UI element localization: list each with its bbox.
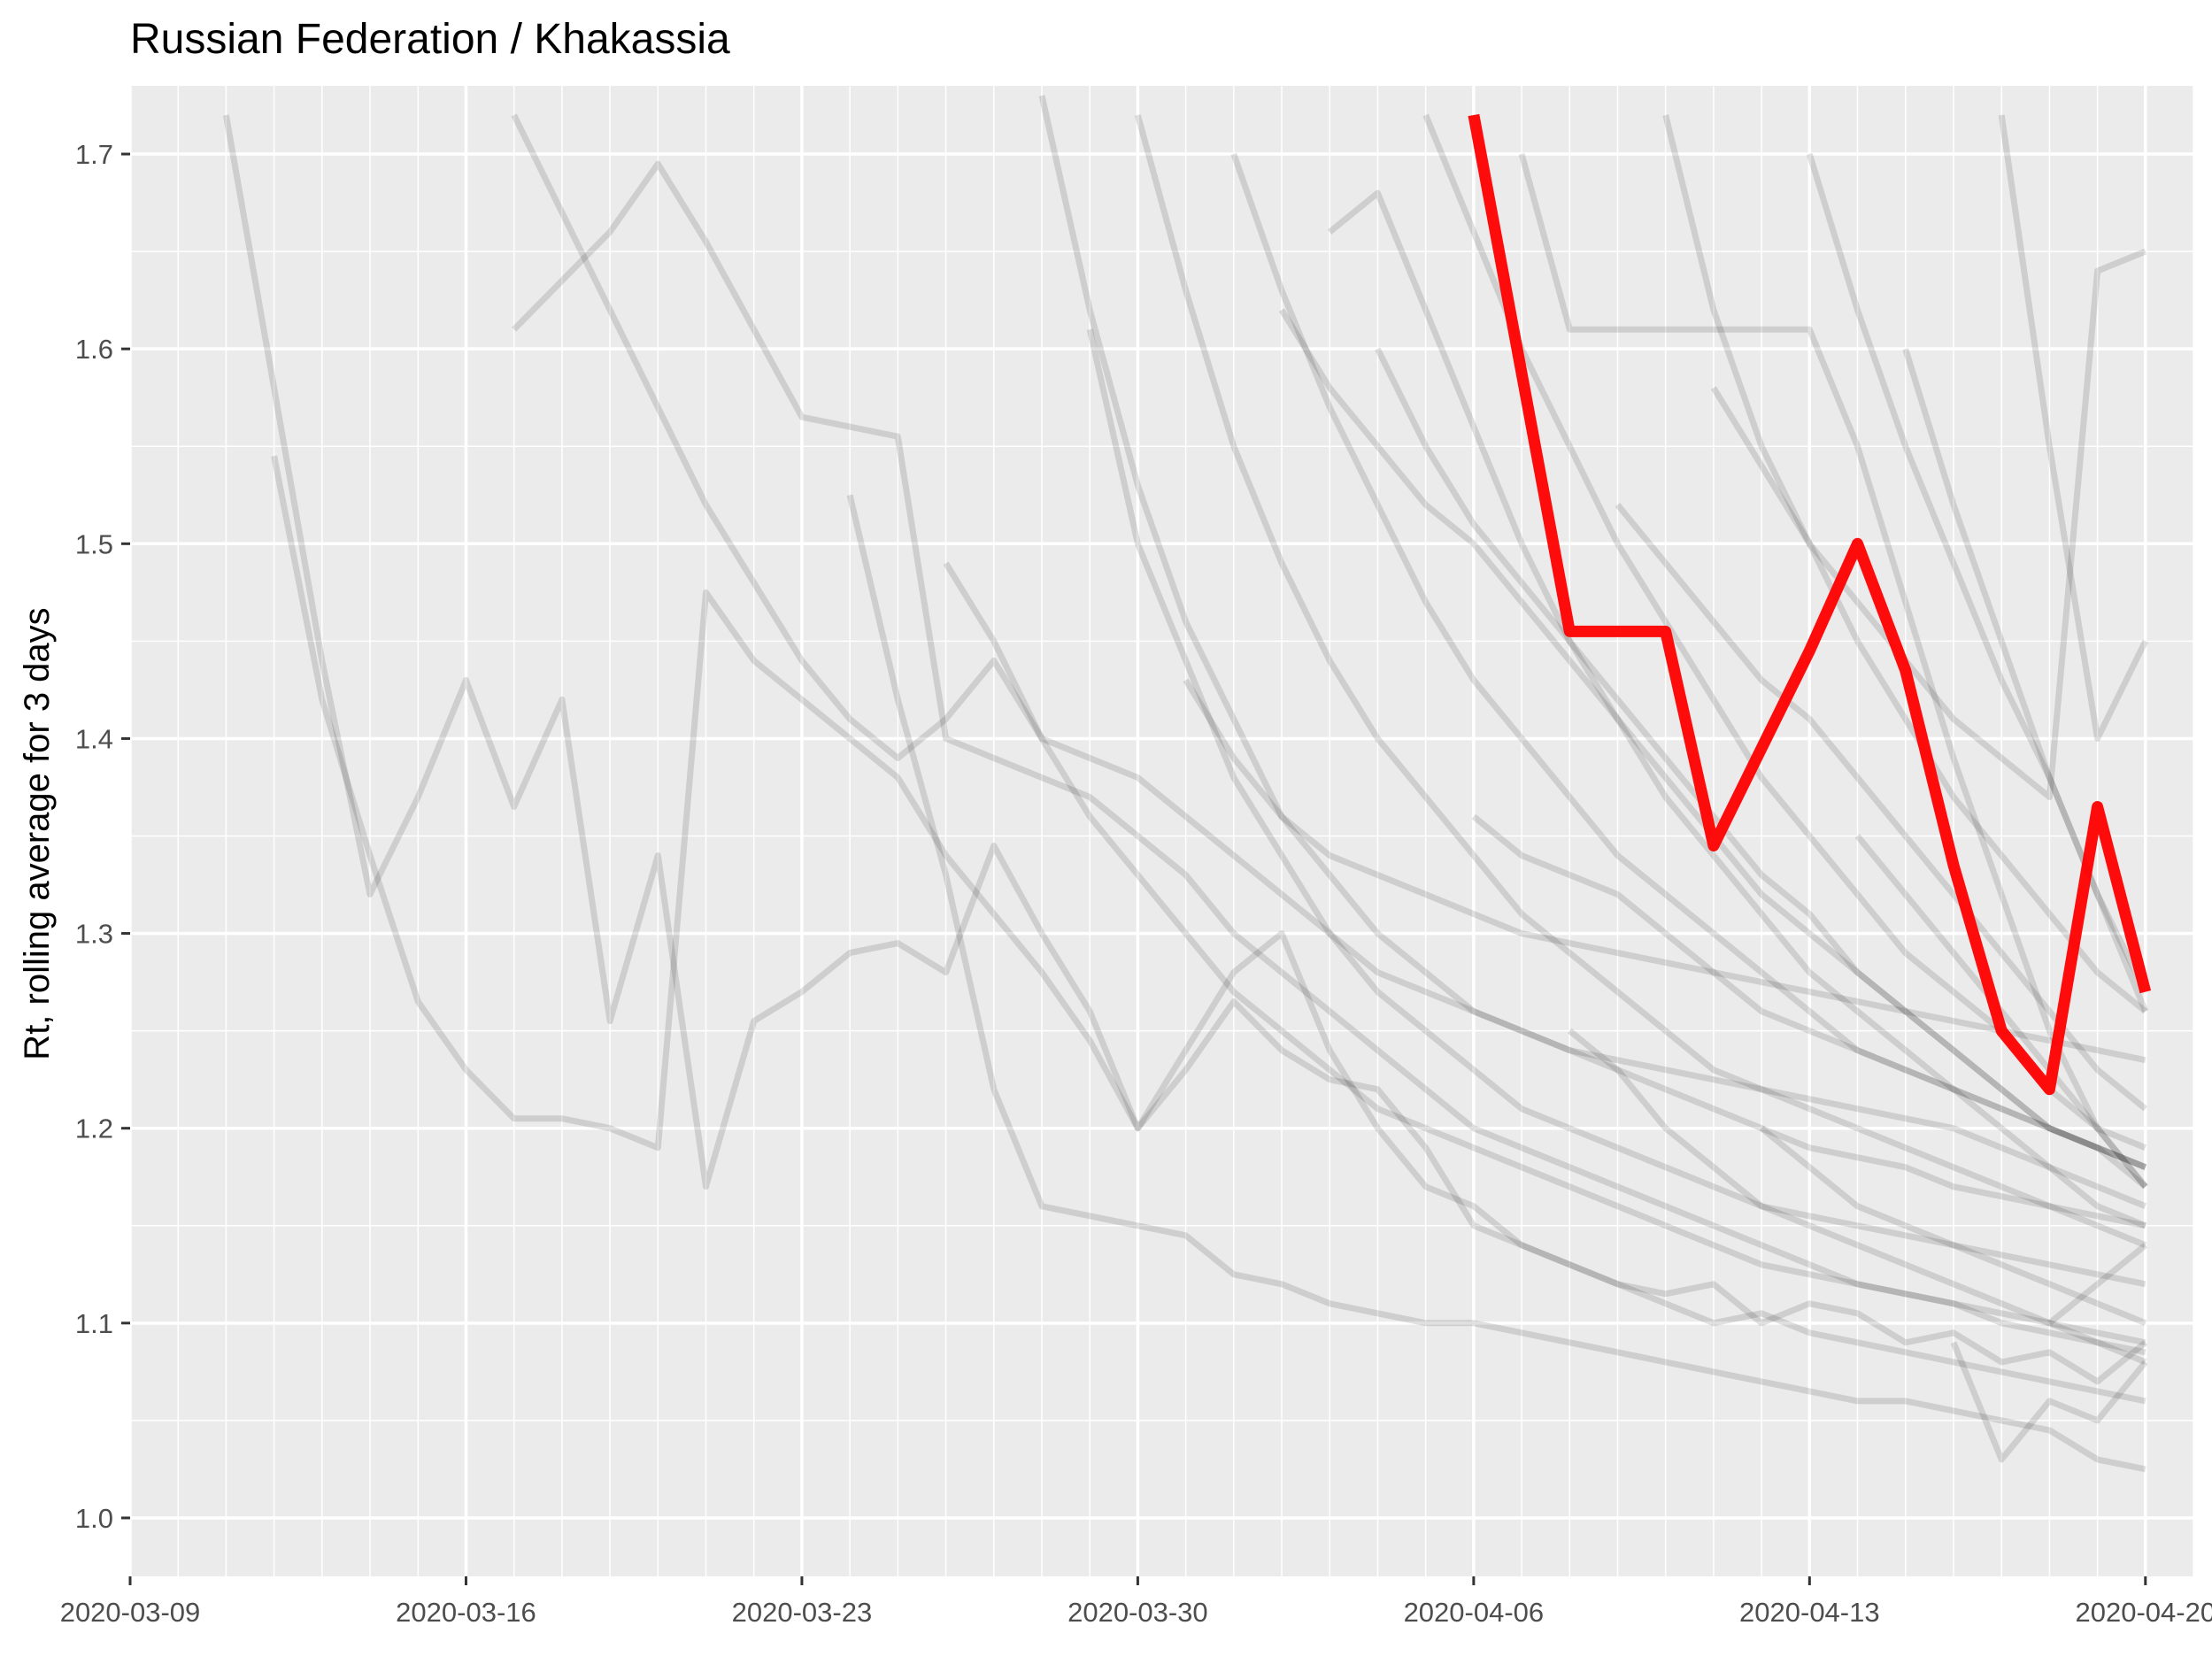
background-series-line bbox=[1662, 114, 2148, 1014]
background-series-line bbox=[1471, 813, 2147, 1170]
background-series-line bbox=[1759, 1125, 2147, 1327]
axes: 2020-03-09 2020-03-16 2020-03-23 2020-03-30… bbox=[60, 139, 2212, 1628]
y-tick-label: 1.5 bbox=[75, 528, 113, 559]
background-series-line bbox=[511, 113, 2146, 1346]
background-series-line bbox=[1135, 114, 2147, 1249]
background-series-line bbox=[1327, 189, 2147, 1229]
x-tick-label: 2020-03-23 bbox=[732, 1597, 873, 1628]
background-series-group bbox=[222, 95, 2149, 1473]
background-series-line bbox=[222, 114, 2148, 1385]
grid-lines bbox=[128, 86, 2194, 1576]
y-tick-label: 1.7 bbox=[75, 139, 113, 170]
background-series-line bbox=[1086, 328, 2146, 1288]
highlight-series-group bbox=[1468, 113, 2152, 1096]
background-series-line bbox=[1902, 348, 2149, 1013]
y-axis-label: Rt, rolling average for 3 days bbox=[18, 607, 57, 1059]
background-series-line bbox=[943, 561, 2146, 1229]
background-series-line bbox=[271, 455, 2146, 1405]
background-series-line bbox=[1998, 114, 2148, 742]
y-tick-label: 1.6 bbox=[75, 334, 113, 365]
background-series-line bbox=[1183, 678, 2146, 1064]
highlight-series-line bbox=[1468, 113, 2152, 1096]
plot-panel bbox=[130, 86, 2193, 1576]
x-tick-label: 2020-04-20 bbox=[2076, 1597, 2212, 1628]
panel-background bbox=[130, 86, 2193, 1576]
y-tick-label: 1.3 bbox=[75, 919, 113, 950]
x-tick-label: 2020-04-13 bbox=[1739, 1597, 1880, 1628]
background-series-line bbox=[1518, 153, 2148, 1189]
background-series-line bbox=[1710, 248, 2147, 800]
background-series-line bbox=[846, 494, 2146, 1473]
x-tick-label: 2020-03-30 bbox=[1067, 1597, 1208, 1628]
chart-title: Russian Federation / Khakassia bbox=[130, 16, 730, 63]
x-tick-label: 2020-03-16 bbox=[396, 1597, 536, 1628]
y-tick-label: 1.2 bbox=[75, 1113, 113, 1144]
background-series-line bbox=[2047, 1243, 2148, 1326]
background-series-line bbox=[1568, 1028, 2147, 1366]
x-tick-label: 2020-04-06 bbox=[1404, 1597, 1545, 1628]
x-tick-label: 2020-03-09 bbox=[60, 1597, 201, 1628]
background-series-line bbox=[1038, 95, 2147, 1210]
y-tick-label: 1.4 bbox=[75, 723, 113, 754]
y-tick-label: 1.1 bbox=[75, 1308, 113, 1339]
background-series-line bbox=[1230, 152, 2147, 1170]
background-series-line bbox=[1950, 1341, 2148, 1463]
background-series-line bbox=[1375, 347, 2148, 1190]
background-series-line bbox=[512, 160, 2146, 1356]
y-tick-label: 1.0 bbox=[75, 1503, 113, 1534]
